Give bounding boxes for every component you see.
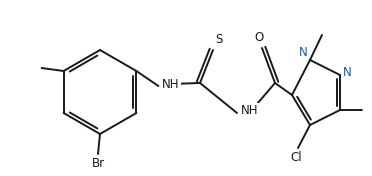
Text: N: N — [299, 46, 308, 59]
Text: Br: Br — [92, 157, 105, 170]
Text: O: O — [255, 31, 264, 44]
Text: NH: NH — [162, 77, 180, 90]
Text: N: N — [343, 67, 352, 80]
Text: NH: NH — [241, 105, 259, 118]
Text: Cl: Cl — [290, 151, 302, 164]
Text: S: S — [215, 33, 222, 46]
